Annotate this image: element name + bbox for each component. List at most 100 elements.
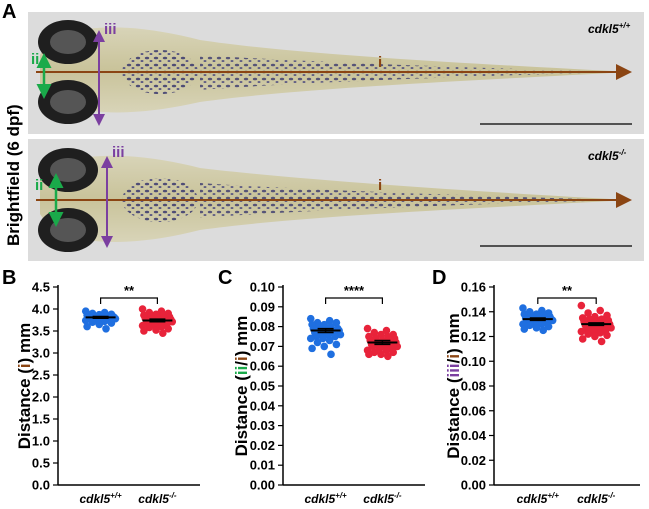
y-tick-label: 2.0 (32, 390, 50, 405)
data-point (159, 329, 167, 338)
data-point (577, 327, 586, 336)
data-point (81, 316, 90, 325)
y-axis-label: Distance (i) mm (15, 323, 34, 450)
x-category-label: cdkl5-/- (577, 491, 616, 506)
data-point (327, 350, 335, 359)
marker-ii-bottom: ii (35, 177, 43, 194)
y-tick-label: 0.03 (250, 418, 275, 433)
marker-iii-top: iii (104, 21, 117, 38)
fish-image-wildtype (28, 12, 644, 134)
fish-image-knockout (28, 139, 644, 261)
y-tick-label: 4.0 (32, 302, 50, 317)
y-tick-label: 0.14 (461, 304, 487, 319)
data-point (332, 340, 341, 349)
data-point (164, 325, 172, 333)
data-point (591, 332, 599, 341)
data-point (584, 309, 592, 317)
data-point (145, 323, 154, 332)
y-tick-label: 3.0 (32, 346, 50, 361)
x-category-label: cdkl5-/- (138, 491, 177, 506)
panel-a-figure: A Brightfield (6 dpf) ii iii i cdkl5+/+ … (2, 1, 644, 261)
data-point (331, 332, 339, 341)
data-point (325, 316, 334, 325)
data-point (584, 330, 592, 338)
data-point (596, 328, 605, 337)
y-tick-label: 3.5 (32, 324, 50, 339)
data-point (377, 350, 385, 359)
significance-label: ** (562, 283, 573, 298)
panel-a-side-label: Brightfield (6 dpf) (4, 104, 23, 246)
data-point (320, 342, 329, 351)
significance-bracket (537, 297, 597, 304)
x-category-label: cdkl5+/+ (79, 491, 122, 506)
data-point (375, 344, 384, 353)
panel-c-letter: C (218, 267, 232, 289)
data-point (603, 331, 611, 340)
data-point (83, 322, 91, 331)
significance-bracket (325, 297, 383, 304)
data-point (138, 305, 147, 313)
data-point (140, 327, 148, 335)
significance-label: **** (344, 283, 365, 298)
x-category-label: cdkl5-/- (363, 491, 402, 506)
y-tick-label: 0.00 (250, 478, 275, 493)
y-tick-label: 0.02 (461, 453, 486, 468)
data-point (532, 324, 541, 332)
data-point (107, 319, 116, 327)
data-point (577, 301, 586, 310)
marker-i-top: i (378, 54, 382, 71)
data-point (319, 334, 327, 343)
panel-b-letter: B (2, 267, 16, 289)
data-point (306, 334, 315, 343)
data-point (325, 336, 334, 345)
marker-iii-bottom: iii (112, 144, 125, 161)
y-tick-label: 1.5 (32, 412, 50, 427)
data-point (519, 304, 527, 312)
y-tick-label: 0.01 (250, 458, 275, 473)
y-tick-label: 0.12 (461, 329, 486, 344)
y-tick-label: 0.5 (32, 456, 50, 471)
data-point (88, 318, 97, 327)
bottom-genotype-label: cdkl5-/- (588, 148, 627, 163)
y-tick-label: 0.02 (250, 438, 275, 453)
data-point (152, 326, 160, 334)
data-point (578, 335, 587, 343)
y-tick-label: 0.06 (461, 403, 486, 418)
data-point (597, 337, 606, 346)
y-tick-label: 0.06 (250, 359, 275, 374)
y-tick-label: 0.00 (461, 478, 486, 493)
data-point (313, 338, 322, 347)
significance-label: ** (124, 283, 135, 298)
y-tick-label: 0.10 (461, 354, 486, 369)
data-point (363, 324, 372, 333)
data-point (306, 314, 315, 323)
data-point (370, 328, 379, 337)
data-point (157, 322, 166, 331)
data-point (525, 321, 534, 330)
data-point (539, 326, 547, 335)
significance-bracket (100, 297, 158, 304)
data-point (538, 320, 546, 328)
data-point (377, 330, 385, 339)
x-category-label: cdkl5+/+ (517, 491, 560, 506)
data-point (365, 350, 373, 359)
y-tick-label: 0.09 (250, 299, 275, 314)
data-point (389, 348, 398, 357)
y-axis-label: Distance (iii/i) mm (444, 313, 463, 459)
data-point (332, 318, 341, 327)
data-point (308, 344, 316, 353)
y-tick-label: 2.5 (32, 368, 50, 383)
y-tick-label: 0.10 (250, 280, 275, 295)
y-tick-label: 1.0 (32, 434, 50, 449)
y-tick-label: 0.08 (461, 379, 486, 394)
y-tick-label: 0.08 (250, 319, 275, 334)
data-point (382, 326, 391, 335)
y-tick-label: 0.04 (461, 428, 487, 443)
y-axis-label: Distance (ii/i) mm (232, 316, 251, 457)
top-genotype-label: cdkl5+/+ (588, 21, 631, 36)
data-point (382, 346, 391, 355)
data-point (102, 325, 110, 333)
panel-a-letter: A (2, 1, 16, 23)
data-point (384, 352, 392, 361)
